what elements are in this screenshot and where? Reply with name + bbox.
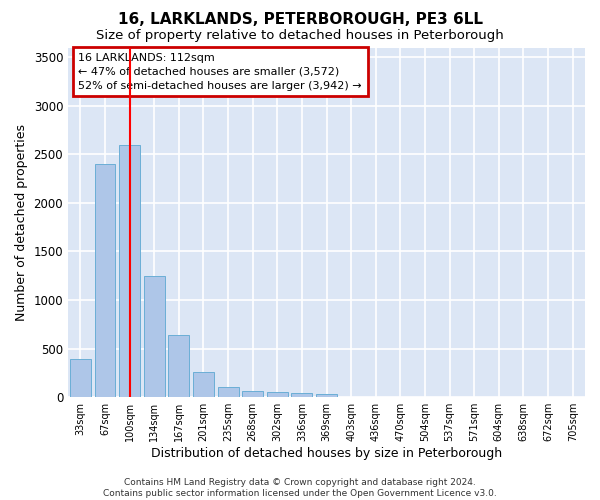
Text: Contains HM Land Registry data © Crown copyright and database right 2024.
Contai: Contains HM Land Registry data © Crown c… <box>103 478 497 498</box>
Bar <box>242 392 263 397</box>
Y-axis label: Number of detached properties: Number of detached properties <box>15 124 28 321</box>
Bar <box>144 276 164 397</box>
Text: 16 LARKLANDS: 112sqm
← 47% of detached houses are smaller (3,572)
52% of semi-de: 16 LARKLANDS: 112sqm ← 47% of detached h… <box>79 52 362 90</box>
Text: Size of property relative to detached houses in Peterborough: Size of property relative to detached ho… <box>96 29 504 42</box>
Bar <box>169 335 189 397</box>
Bar <box>316 394 337 397</box>
Text: 16, LARKLANDS, PETERBOROUGH, PE3 6LL: 16, LARKLANDS, PETERBOROUGH, PE3 6LL <box>118 12 482 28</box>
X-axis label: Distribution of detached houses by size in Peterborough: Distribution of detached houses by size … <box>151 447 502 460</box>
Bar <box>95 164 115 397</box>
Bar <box>292 394 313 397</box>
Bar <box>119 144 140 397</box>
Bar <box>193 372 214 397</box>
Bar <box>218 388 239 397</box>
Bar <box>267 392 288 397</box>
Bar <box>70 360 91 397</box>
